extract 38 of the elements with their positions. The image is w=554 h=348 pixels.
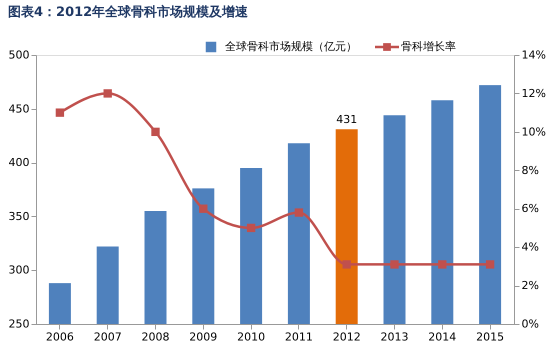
point (438, 260, 446, 269)
y-tick-label: 250 (8, 318, 30, 330)
point (294, 208, 304, 217)
y2-tick-label: 12% (522, 86, 546, 100)
y2-tick-label: 10% (522, 125, 546, 138)
x-tick-label: 2010 (237, 330, 266, 344)
y-tick-label: 350 (8, 210, 30, 223)
x-tick-label: 2009 (189, 330, 218, 344)
legend-label: 骨科增长率 (401, 40, 456, 53)
y-tick-label: 300 (8, 264, 30, 277)
point (104, 89, 112, 98)
point (390, 260, 399, 269)
y2-tick-label: 2% (522, 279, 539, 292)
y-tick-label: 500 (8, 48, 30, 62)
point (486, 260, 494, 269)
y-tick-label: 400 (8, 156, 30, 170)
x-tick-label: 2008 (142, 330, 170, 344)
point (199, 204, 208, 213)
y2-tick-label: 4% (522, 240, 539, 254)
x-tick-label: 2014 (428, 330, 456, 344)
legend-label: 全球骨科市场规模（亿元） (225, 40, 357, 53)
y2-tick-label: 14% (522, 48, 546, 62)
y2-tick-label: 6% (522, 202, 539, 216)
y2-tick-label: 0% (522, 318, 539, 330)
point (151, 128, 160, 136)
y-tick-label: 450 (8, 102, 30, 116)
x-tick-label: 2007 (94, 330, 122, 344)
x-tick-label: 2012 (332, 330, 361, 344)
x-tick-label: 2015 (476, 330, 504, 344)
point (342, 260, 351, 269)
x-tick-label: 2013 (380, 330, 408, 344)
point (56, 108, 64, 117)
point (246, 224, 256, 232)
x-tick-label: 2006 (46, 330, 74, 344)
x-tick-label: 2011 (284, 330, 313, 344)
chart-title: 图表4：2012年全球骨科市场规模及增速 (8, 4, 250, 20)
data-label: 431 (336, 113, 358, 126)
y2-tick-label: 8% (522, 164, 539, 177)
